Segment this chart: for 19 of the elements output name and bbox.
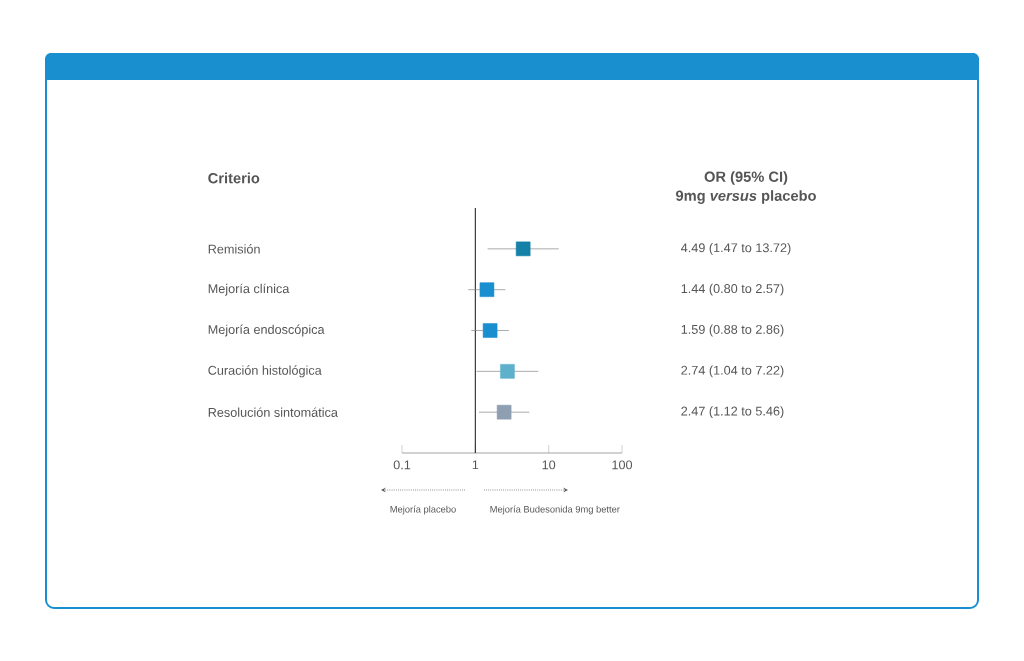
- x-tick-label: 10: [542, 460, 556, 470]
- text: Mejoría Budesonida 9mg better: [490, 505, 620, 515]
- text: 2.47 (1.12 to 5.46): [681, 406, 784, 419]
- y-tick-label: Curación histológica: [208, 365, 322, 378]
- y-tick-label: Mejoría clínica: [208, 283, 290, 296]
- y-tick-label: Mejoría endoscópica: [208, 324, 325, 337]
- text: 4.49 (1.47 to 13.72): [681, 242, 791, 255]
- text: 1.59 (0.88 to 2.86): [681, 324, 784, 337]
- text: 9mg versus placebo: [676, 190, 816, 204]
- y-tick-label: Resolución sintomática: [208, 407, 338, 417]
- y-tick-label: Remisión: [208, 244, 260, 254]
- x-tick-label: 100: [612, 460, 633, 470]
- text: Mejoría placebo: [390, 505, 456, 515]
- text: 2.74 (1.04 to 7.22): [681, 365, 784, 378]
- text: Criterio: [208, 172, 260, 184]
- x-tick-label: 1: [472, 460, 479, 470]
- text: 1.44 (0.80 to 2.57): [681, 283, 784, 296]
- x-tick-label: 0.1: [393, 460, 411, 470]
- text: OR (95% CI): [704, 171, 788, 185]
